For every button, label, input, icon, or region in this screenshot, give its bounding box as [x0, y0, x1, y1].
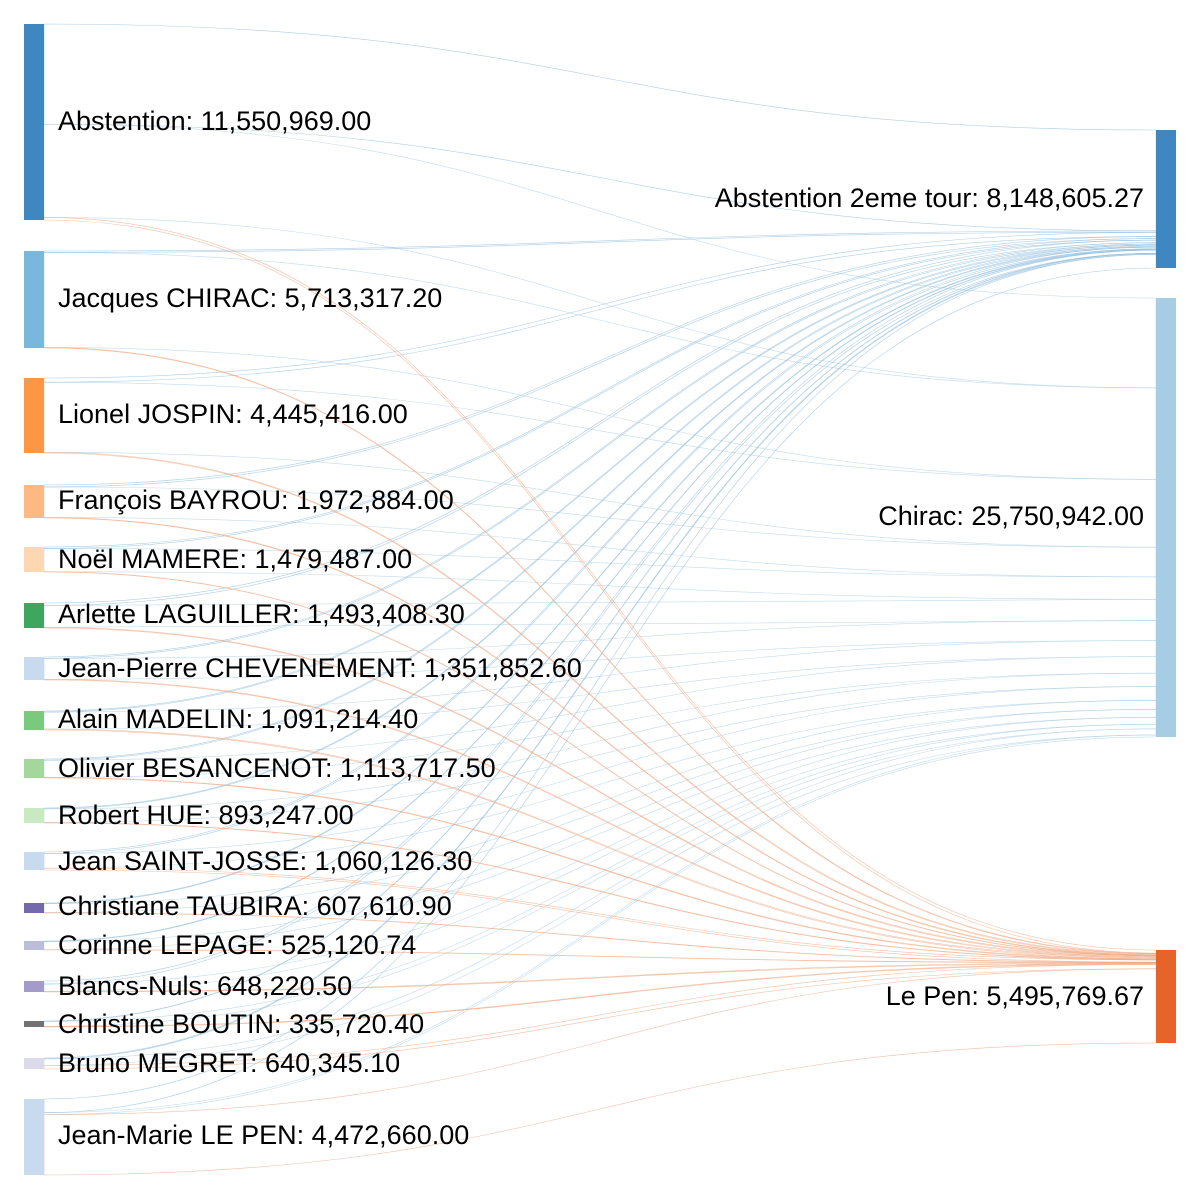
node-labels: Abstention: 11,550,969.00 Jacques CHIRAC:…	[58, 106, 1144, 1150]
node-no-l-mamere[interactable]	[24, 547, 44, 572]
label-jacques-chirac: Jacques CHIRAC: 5,713,317.20	[58, 283, 442, 313]
label-chirac: Chirac: 25,750,942.00	[878, 501, 1144, 531]
node-christiane-taubira[interactable]	[24, 903, 44, 913]
node-robert-hue[interactable]	[24, 808, 44, 823]
node-blancs-nuls[interactable]	[24, 981, 44, 992]
label-alain-madelin: Alain MADELIN: 1,091,214.40	[58, 704, 418, 734]
label-lionel-jospin: Lionel JOSPIN: 4,445,416.00	[58, 399, 408, 429]
node-arlette-laguiller[interactable]	[24, 603, 44, 628]
node-olivier-besancenot[interactable]	[24, 759, 44, 778]
node-fran-ois-bayrou[interactable]	[24, 485, 44, 518]
node-lionel-jospin[interactable]	[24, 378, 44, 453]
label-bruno-megret: Bruno MEGRET: 640,345.10	[58, 1048, 400, 1078]
label-abstention-2eme-tour: Abstention 2eme tour: 8,148,605.27	[715, 183, 1144, 213]
flow-abstention-to-chirac2[interactable]	[43, 123, 1157, 389]
label-jean-marie-le-pen: Jean-Marie LE PEN: 4,472,660.00	[58, 1120, 469, 1150]
label-fran-ois-bayrou: François BAYROU: 1,972,884.00	[58, 485, 454, 515]
label-blancs-nuls: Blancs-Nuls: 648,220.50	[58, 971, 352, 1001]
node-le-pen[interactable]	[1156, 950, 1176, 1043]
label-arlette-laguiller: Arlette LAGUILLER: 1,493,408.30	[58, 599, 465, 629]
label-christiane-taubira: Christiane TAUBIRA: 607,610.90	[58, 891, 452, 921]
node-abstention[interactable]	[24, 24, 44, 220]
label-christine-boutin: Christine BOUTIN: 335,720.40	[58, 1009, 424, 1039]
flow-bayrou-to-lepen2[interactable]	[43, 517, 1157, 956]
nodes	[24, 24, 1176, 1175]
node-jean-marie-le-pen[interactable]	[24, 1099, 44, 1175]
node-jean-pierre-chevenement[interactable]	[24, 657, 44, 680]
label-abstention: Abstention: 11,550,969.00	[58, 106, 371, 136]
node-bruno-megret[interactable]	[24, 1058, 44, 1069]
label-le-pen: Le Pen: 5,495,769.67	[886, 981, 1144, 1011]
node-chirac[interactable]	[1156, 298, 1176, 737]
label-jean-pierre-chevenement: Jean-Pierre CHEVENEMENT: 1,351,852.60	[58, 653, 582, 683]
node-alain-madelin[interactable]	[24, 711, 44, 730]
flow-lepage-to-abst2[interactable]	[43, 249, 1157, 942]
label-olivier-besancenot: Olivier BESANCENOT: 1,113,717.50	[58, 753, 496, 783]
label-robert-hue: Robert HUE: 893,247.00	[58, 800, 354, 830]
node-corinne-lepage[interactable]	[24, 941, 44, 950]
node-abstention-2eme-tour[interactable]	[1156, 130, 1176, 268]
node-jean-saint-josse[interactable]	[24, 852, 44, 870]
node-jacques-chirac[interactable]	[24, 251, 44, 348]
label-corinne-lepage: Corinne LEPAGE: 525,120.74	[58, 930, 416, 960]
node-christine-boutin[interactable]	[24, 1021, 44, 1027]
label-jean-saint-josse: Jean SAINT-JOSSE: 1,060,126.30	[58, 846, 472, 876]
label-no-l-mamere: Noël MAMERE: 1,479,487.00	[58, 544, 412, 574]
